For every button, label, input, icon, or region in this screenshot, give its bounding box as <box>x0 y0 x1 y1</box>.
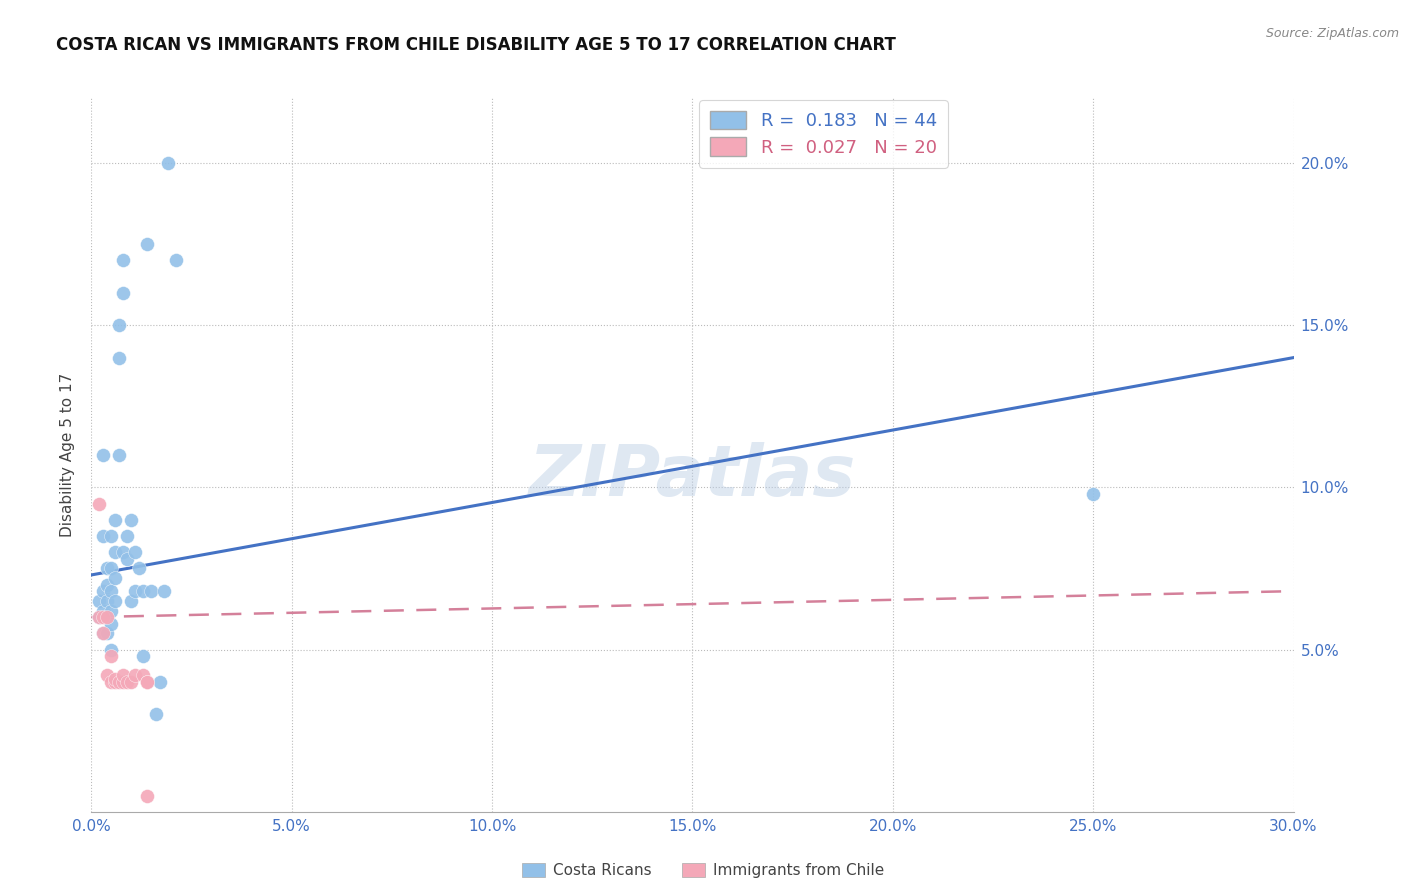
Point <box>93 626 115 640</box>
Text: COSTA RICAN VS IMMIGRANTS FROM CHILE DISABILITY AGE 5 TO 17 CORRELATION CHART: COSTA RICAN VS IMMIGRANTS FROM CHILE DIS… <box>56 36 896 54</box>
Point <box>100 648 122 663</box>
Point <box>117 529 139 543</box>
Point <box>100 675 122 690</box>
Point <box>100 604 122 618</box>
Point <box>112 285 135 300</box>
Point <box>121 513 143 527</box>
Point <box>89 610 111 624</box>
Point <box>132 668 155 682</box>
Point <box>96 626 118 640</box>
Point <box>112 545 135 559</box>
Point <box>156 156 179 170</box>
Point <box>96 594 118 608</box>
Point <box>141 584 163 599</box>
Point <box>96 561 118 575</box>
Point <box>93 610 115 624</box>
Point <box>100 616 122 631</box>
Point <box>136 675 159 690</box>
Point <box>93 626 115 640</box>
Point <box>100 561 122 575</box>
Point <box>1083 487 1105 501</box>
Y-axis label: Disability Age 5 to 17: Disability Age 5 to 17 <box>60 373 76 537</box>
Point <box>104 571 127 585</box>
Point <box>121 675 143 690</box>
Legend: Costa Ricans, Immigrants from Chile: Costa Ricans, Immigrants from Chile <box>516 857 890 884</box>
Point <box>136 237 159 252</box>
Point <box>112 253 135 268</box>
Point <box>148 675 170 690</box>
Point <box>104 594 127 608</box>
Point <box>117 675 139 690</box>
Point <box>96 577 118 591</box>
Point <box>100 529 122 543</box>
Point <box>128 561 150 575</box>
Point <box>108 448 131 462</box>
Point <box>104 675 127 690</box>
Point <box>121 594 143 608</box>
Point <box>100 642 122 657</box>
Point <box>132 584 155 599</box>
Point <box>136 789 159 803</box>
Point <box>108 351 131 365</box>
Point <box>93 529 115 543</box>
Point <box>124 668 146 682</box>
Point <box>124 584 146 599</box>
Point <box>108 318 131 333</box>
Point <box>136 675 159 690</box>
Point <box>108 675 131 690</box>
Point <box>93 604 115 618</box>
Point <box>145 707 167 722</box>
Point <box>165 253 187 268</box>
Point <box>152 584 174 599</box>
Point <box>104 545 127 559</box>
Point <box>124 545 146 559</box>
Text: ZIPatlas: ZIPatlas <box>529 442 856 511</box>
Point <box>117 551 139 566</box>
Text: Source: ZipAtlas.com: Source: ZipAtlas.com <box>1265 27 1399 40</box>
Point <box>112 675 135 690</box>
Point <box>96 668 118 682</box>
Point <box>104 672 127 686</box>
Point <box>96 610 118 624</box>
Point <box>89 497 111 511</box>
Legend: R =  0.183   N = 44, R =  0.027   N = 20: R = 0.183 N = 44, R = 0.027 N = 20 <box>699 100 948 168</box>
Point <box>93 448 115 462</box>
Point <box>89 610 111 624</box>
Point <box>93 584 115 599</box>
Point <box>100 584 122 599</box>
Point <box>89 594 111 608</box>
Point <box>132 648 155 663</box>
Point <box>112 668 135 682</box>
Point <box>104 513 127 527</box>
